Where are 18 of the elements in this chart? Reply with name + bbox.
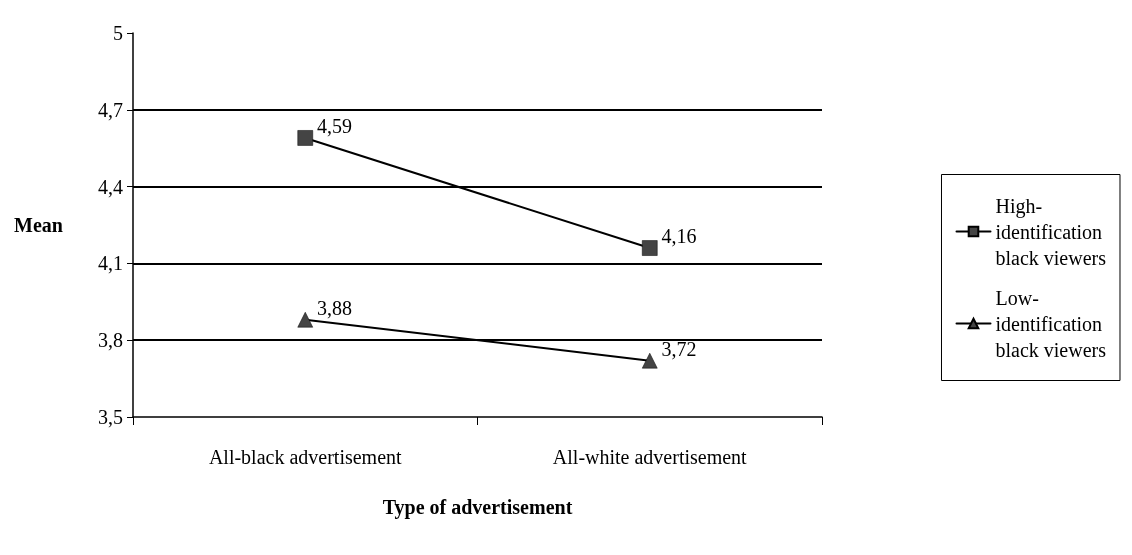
point bbox=[642, 240, 658, 256]
data-label: 3,72 bbox=[661, 337, 697, 360]
data-label: 3,88 bbox=[317, 296, 352, 319]
y-tick-label: 5 bbox=[113, 22, 123, 44]
y-tick-label: 4,1 bbox=[98, 252, 123, 275]
legend-label: Low-identification black viewers bbox=[995, 286, 1107, 361]
x-tick-label: All-black advertisement bbox=[208, 446, 403, 468]
x-tick-label: All-white advertisement bbox=[552, 446, 748, 468]
y-tick-label: 4,4 bbox=[98, 175, 123, 198]
y-tick-label: 3,5 bbox=[98, 406, 123, 428]
point bbox=[297, 130, 313, 146]
x-axis-title: Type of advertisement bbox=[382, 496, 573, 519]
y-tick-label: 3,8 bbox=[98, 329, 123, 352]
y-axis-title: Mean bbox=[14, 214, 63, 236]
data-label: 4,16 bbox=[661, 225, 697, 248]
y-tick-label: 4,7 bbox=[98, 98, 123, 121]
legend-label: High-identification black viewers bbox=[995, 194, 1107, 269]
data-label: 4,59 bbox=[317, 114, 352, 137]
